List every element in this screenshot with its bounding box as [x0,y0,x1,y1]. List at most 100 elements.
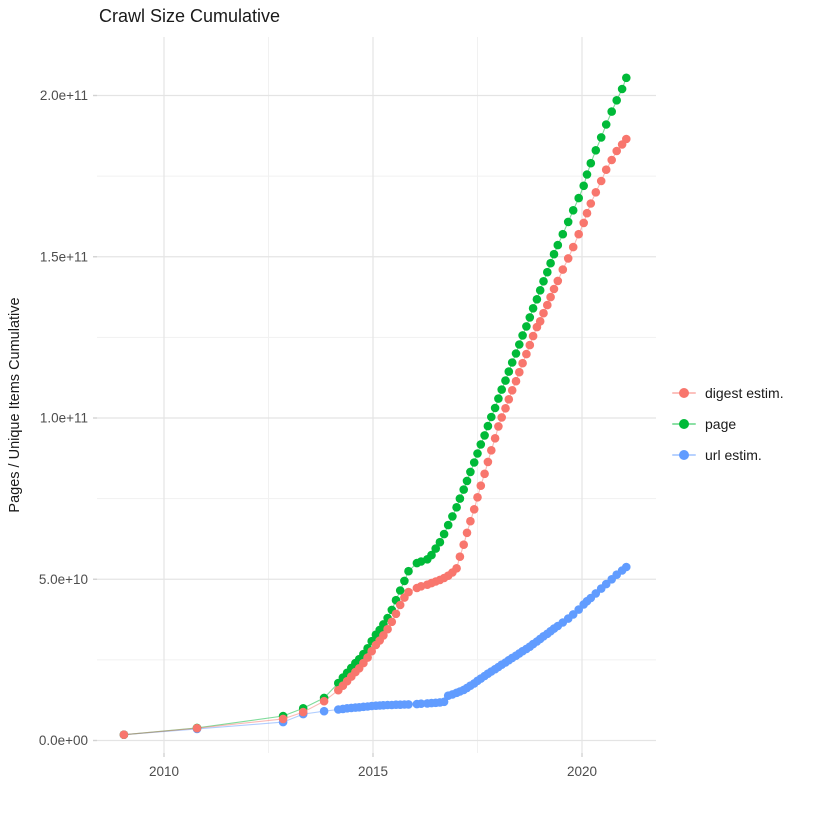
legend-key-url-icon [672,447,696,463]
data-point [497,413,507,422]
data-point [539,308,548,318]
data-point [607,107,616,116]
data-point [558,229,568,239]
chart-title: Crawl Size Cumulative [99,6,281,26]
data-point [582,170,592,179]
data-point [455,494,465,503]
data-point [553,276,563,286]
data-point [522,349,531,359]
data-point [379,631,388,640]
y-tick-label: 5.0e+10 [39,572,88,587]
data-point [582,208,592,218]
data-point [586,158,596,168]
data-point [612,96,621,105]
data-point [546,292,555,302]
data-point [439,697,449,707]
data-point [622,73,631,83]
data-point [119,730,129,739]
data-point [483,457,493,467]
data-point [462,528,472,538]
data-point [515,367,524,377]
data-point [535,317,545,326]
data-point [507,386,517,395]
data-point [298,707,308,717]
data-point [553,240,563,250]
data-point [459,540,469,549]
data-point [549,284,559,294]
data-point [497,385,507,394]
data-point [319,696,329,706]
data-point [487,446,496,455]
legend: digest estim. page url estim. [672,377,784,470]
data-point [448,512,457,521]
data-point [459,485,469,494]
data-point [574,193,583,203]
data-point [601,120,611,129]
data-point [511,349,521,358]
data-point [416,699,426,708]
data-point [518,358,527,368]
data-point [395,600,405,610]
data-point [476,481,486,491]
data-point [395,586,405,595]
data-point [568,206,578,215]
data-point [501,404,510,413]
data-point [532,295,542,304]
data-point [525,340,535,350]
data-point [483,421,493,431]
data-point [511,376,521,386]
data-point [404,566,413,576]
data-point [462,476,472,486]
legend-label-digest: digest estim. [705,384,784,401]
data-point [596,176,606,186]
data-point [525,313,535,322]
data-point [563,217,573,227]
data-point [192,723,202,733]
data-point [539,277,548,286]
data-point [518,331,527,340]
data-point [601,165,611,174]
legend-label-url: url estim. [705,446,762,463]
data-point [473,493,482,502]
data-point [622,562,631,572]
data-point [487,412,496,422]
legend-key-digest-icon [672,385,696,401]
data-point [466,516,475,526]
data-point [568,242,578,252]
data-point [617,84,627,94]
data-point [431,544,441,553]
data-point [515,340,524,349]
data-point [586,199,596,208]
x-tick-label: 2020 [567,764,597,779]
data-point [596,133,606,142]
data-point [494,394,503,403]
data-point [319,706,329,716]
data-point [528,304,538,313]
data-point [363,653,372,662]
data-point [543,300,552,310]
data-point [522,322,531,331]
data-point [504,367,514,376]
data-point [622,134,631,144]
data-point [391,609,401,619]
y-tick-label: 2.0e+11 [40,88,88,103]
legend-item-digest: digest estim. [672,377,784,408]
data-point [443,520,453,530]
data-point [490,434,500,443]
data-point [476,440,486,449]
data-point [435,537,445,547]
data-point [480,469,489,479]
data-point [535,286,545,295]
data-point [507,358,517,367]
data-point [494,422,503,431]
data-point [367,646,377,656]
data-point [490,403,500,413]
data-point [528,331,538,341]
data-point [439,529,449,539]
data-point [543,267,552,277]
data-point [278,714,288,724]
data-point [480,431,489,440]
data-point [558,265,568,274]
data-point [427,550,436,560]
